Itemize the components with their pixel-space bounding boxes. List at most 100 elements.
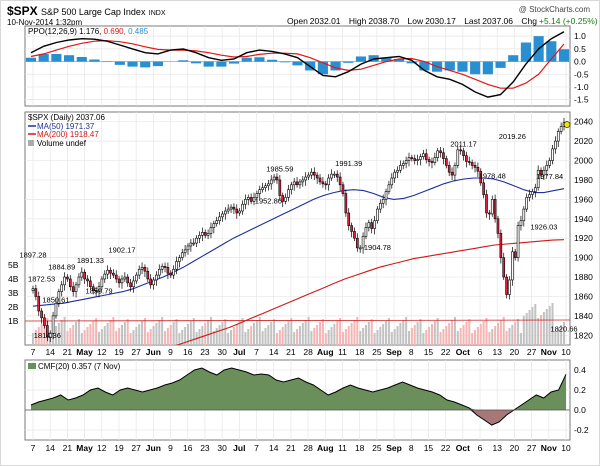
ppo-histogram-bar [152,61,163,67]
volume-bar [534,304,537,345]
candle [149,278,152,286]
x-tick-label-upper: Oct [456,347,470,357]
ppo-histogram-bar [127,61,138,67]
price-y-tick-label: 1900 [574,253,593,263]
volume-bar [364,325,367,345]
x-tick-label-upper: 12 [97,347,107,357]
volume-tick-label: 5B [8,260,19,270]
candle [525,197,528,210]
volume-bar [175,319,178,345]
candle [218,216,221,222]
price-annotation: 1850.61 [42,296,69,305]
candle [361,235,365,249]
volume-bar [488,332,491,345]
x-tick-label-upper: Sep [386,347,402,357]
candle [430,161,434,163]
volume-bar [247,329,250,345]
ppo-histogram-bar [38,53,49,62]
exchange-label: INDX [148,10,166,17]
ppo-histogram-bar [102,61,113,63]
candle [496,218,500,234]
volume-bar [166,328,169,345]
candle [490,199,494,215]
candle [439,150,442,154]
candle [143,267,147,272]
candle [272,176,276,181]
price-y-tick-label: 1960 [574,194,593,204]
ma200-line [175,239,565,345]
candle [51,315,55,334]
volume-bar [267,325,270,345]
volume-bar [181,330,184,345]
price-annotation: 1891.33 [77,256,104,265]
candle [206,233,210,236]
volume-bar [63,317,66,345]
cmf-legend-swatch [28,363,36,369]
volume-bar [333,324,336,345]
candle [114,274,118,280]
volume-bar [542,312,545,345]
candle [94,290,98,292]
cmf-y-tick-label: 0.4 [574,365,586,375]
x-tick-label-lower: Jul [233,443,245,453]
ppo-histogram-bar [444,61,455,71]
volume-bar [161,317,164,345]
candle [519,220,523,226]
candle [413,158,417,161]
candle [224,210,227,215]
candle [462,150,465,156]
volume-bar [505,331,508,345]
x-tick-label-upper: 27 [527,347,537,357]
volume-bar [379,327,382,345]
candle [445,158,448,166]
candle [330,173,333,179]
x-tick-label-lower: 27 [131,443,141,453]
volume-bar [393,329,396,345]
candle [407,157,411,161]
volume-bar [442,329,445,345]
high-label: High [348,16,367,26]
candle [60,284,64,292]
volume-bar [430,324,433,345]
candle [410,157,414,159]
x-tick-label-upper: 16 [183,347,193,357]
candle [140,267,144,270]
ppo-histogram-bar [393,59,405,62]
candle [287,189,290,198]
candle [470,162,474,166]
candle [269,179,273,185]
volume-bar [496,323,499,345]
volume-bar [98,332,101,345]
ppo-histogram-bar [558,49,570,62]
volume-bar [344,329,347,345]
volume-bar [92,321,95,345]
candle [539,169,543,176]
volume-tick-label: 1B [8,316,19,326]
open-label: Open [287,16,308,26]
candle [132,280,135,288]
open-value: 2032.01 [309,16,341,26]
candle [324,183,328,186]
candle [129,282,132,288]
ppo-histogram-bar [355,56,367,62]
candle [436,150,440,158]
volume-bar [54,326,57,345]
price-annotation: 1884.89 [48,262,75,271]
candle [508,279,511,295]
candle [307,174,310,178]
candle [370,222,373,229]
candle [57,291,61,304]
x-tick-label-upper: 20 [510,347,520,357]
candle [387,184,391,192]
volume-bar [456,331,459,345]
price-annotation: 1820.66 [550,325,577,334]
volume-bar [376,330,379,345]
candle [511,251,514,281]
volume-bar [106,323,109,345]
candle [178,257,181,262]
candle [442,152,445,159]
volume-bar [382,324,385,345]
ppo-histogram-bar [76,56,87,62]
price-annotation: 1985.59 [266,165,293,174]
ma200-legend-label: MA(200) 1918.47 [37,130,99,139]
